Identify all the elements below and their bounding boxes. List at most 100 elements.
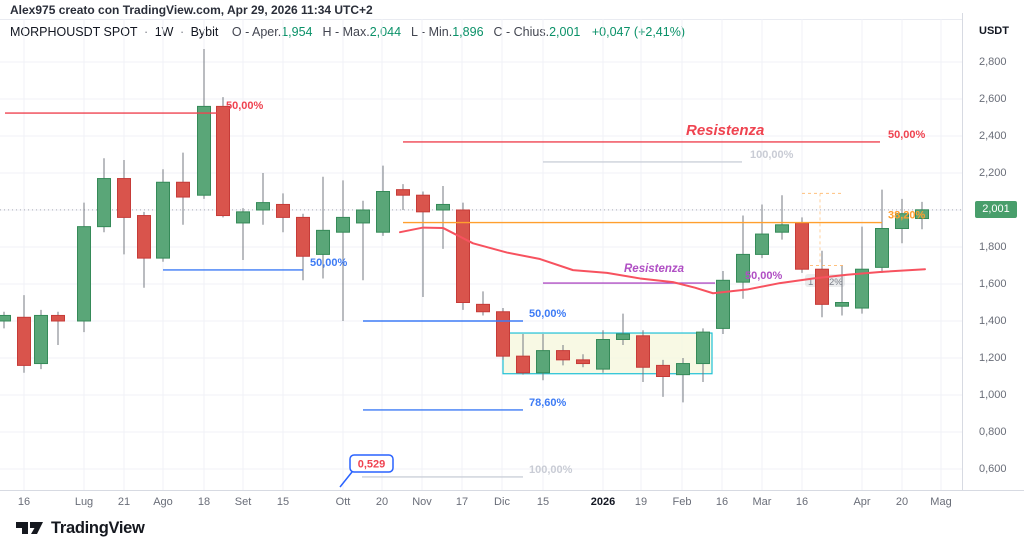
resistenza-label-purple: Resistenza: [624, 263, 685, 275]
time-tick-label: 20: [895, 496, 909, 508]
candle[interactable]: [716, 279, 730, 329]
time-tick-label: Apr: [853, 496, 871, 508]
ohlc-field-value: 2,044: [369, 25, 402, 39]
candle[interactable]: [197, 105, 211, 196]
header-divider: [0, 19, 1024, 20]
candle[interactable]: [236, 211, 250, 224]
candle[interactable]: [476, 303, 490, 313]
time-tick-label: 16: [715, 496, 729, 508]
candle[interactable]: [536, 350, 550, 374]
ohlc-field-label: O - Aper.: [231, 25, 282, 39]
interval-label[interactable]: 1W: [154, 25, 174, 39]
symbol-name[interactable]: MORPHOUSDT SPOT: [10, 25, 138, 39]
candle[interactable]: [156, 181, 170, 259]
candle[interactable]: [17, 316, 31, 366]
candle[interactable]: [256, 202, 270, 211]
time-tick-label: Lug: [74, 496, 94, 508]
time-axis[interactable]: 16 Lug 21 Ago 18 Set 15 Ott 20 Nov 17 Dic 15 2026 19 Fe…: [0, 490, 1024, 513]
fib-left-50-label: 50,00%: [310, 257, 348, 269]
candle[interactable]: [915, 209, 929, 220]
price-change: +0,047 (+2,41%): [591, 25, 685, 39]
fib-upper-100-label: 100,00%: [750, 149, 794, 161]
time-tick-label: 15: [536, 496, 550, 508]
ohlc-field-label: L - Min.: [411, 25, 453, 39]
resistenza-purple-label: 50,00%: [745, 270, 783, 282]
time-tick-label: 2026: [590, 496, 616, 508]
candle[interactable]: [336, 216, 350, 233]
time-tick-label: Feb: [672, 496, 692, 508]
candle[interactable]: [176, 181, 190, 198]
candle[interactable]: [576, 359, 590, 365]
candle[interactable]: [636, 335, 650, 368]
candle[interactable]: [356, 209, 370, 224]
candle[interactable]: [696, 331, 710, 365]
candle[interactable]: [0, 314, 11, 322]
tradingview-footer: TradingView: [16, 515, 145, 541]
price-tick-label: 2,800: [979, 56, 1007, 68]
fib-382-label: 38,20%: [888, 210, 926, 222]
candle[interactable]: [855, 268, 869, 309]
time-tick-label: 15: [276, 496, 290, 508]
candle[interactable]: [875, 228, 889, 268]
ohlc-field-label: C - Chius.: [493, 25, 550, 39]
candle[interactable]: [795, 222, 809, 270]
price-tick-label: 1,200: [979, 352, 1007, 364]
time-tick-label: Mag: [930, 496, 952, 508]
symbol-legend[interactable]: MORPHOUSDT SPOT · 1W · Bybit O - Aper.1,…: [10, 25, 685, 39]
candle[interactable]: [117, 178, 131, 218]
candle[interactable]: [516, 355, 530, 374]
resistenza-label-red: Resistenza: [686, 122, 764, 139]
time-tick-label: 16: [17, 496, 31, 508]
candle[interactable]: [137, 215, 151, 259]
candle[interactable]: [296, 216, 310, 257]
candle[interactable]: [376, 191, 390, 233]
candle[interactable]: [755, 233, 769, 255]
range-badge-text: 2%: [829, 277, 843, 288]
candle[interactable]: [316, 229, 330, 255]
price-note[interactable]: [349, 454, 394, 473]
candle[interactable]: [436, 203, 450, 211]
price-tick-label: 1,600: [979, 278, 1007, 290]
candle[interactable]: [396, 189, 410, 196]
ma-line[interactable]: [399, 226, 926, 295]
price-axis[interactable]: USDT 2,800 2,600 2,400 2,200 1,800 1,600 1,400…: [962, 13, 1024, 512]
candle[interactable]: [34, 314, 48, 365]
candle[interactable]: [676, 363, 690, 376]
price-tick-label: 0,600: [979, 463, 1007, 475]
time-tick-label: 17: [455, 496, 469, 508]
candle[interactable]: [556, 350, 570, 361]
candle[interactable]: [736, 253, 750, 283]
fib-mid-786-label: 78,60%: [529, 397, 567, 409]
time-tick-label: 16: [795, 496, 809, 508]
price-tick-label: 2,400: [979, 130, 1007, 142]
candle[interactable]: [216, 105, 230, 217]
tradingview-wordmark: TradingView: [51, 518, 145, 537]
candle[interactable]: [835, 302, 849, 307]
candle[interactable]: [775, 224, 789, 233]
candle[interactable]: [77, 226, 91, 322]
candle[interactable]: [496, 311, 510, 357]
candle[interactable]: [596, 339, 610, 370]
candle[interactable]: [97, 178, 111, 228]
range-badge-text: 1: [808, 277, 813, 288]
time-tick-label: Set: [234, 496, 252, 508]
time-tick-label: 21: [117, 496, 131, 508]
candle[interactable]: [416, 194, 430, 213]
price-note-text: 0,529: [358, 459, 386, 471]
resistenza-line-label: 50,00%: [888, 129, 926, 141]
candle[interactable]: [456, 209, 470, 303]
candle[interactable]: [656, 364, 670, 377]
plot-area: 1 2%: [0, 19, 962, 490]
ohlc-field-value: 1,896: [452, 25, 484, 39]
candle[interactable]: [51, 314, 65, 322]
candle[interactable]: [616, 333, 630, 341]
candle[interactable]: [276, 203, 290, 218]
candle[interactable]: [815, 268, 829, 305]
ohlc-field-label: H - Max.: [322, 25, 370, 39]
price-tick-label: 1,000: [979, 389, 1007, 401]
candle[interactable]: [895, 213, 909, 229]
legend-separator: ·: [144, 25, 149, 39]
time-tick-label: Nov: [412, 496, 432, 508]
